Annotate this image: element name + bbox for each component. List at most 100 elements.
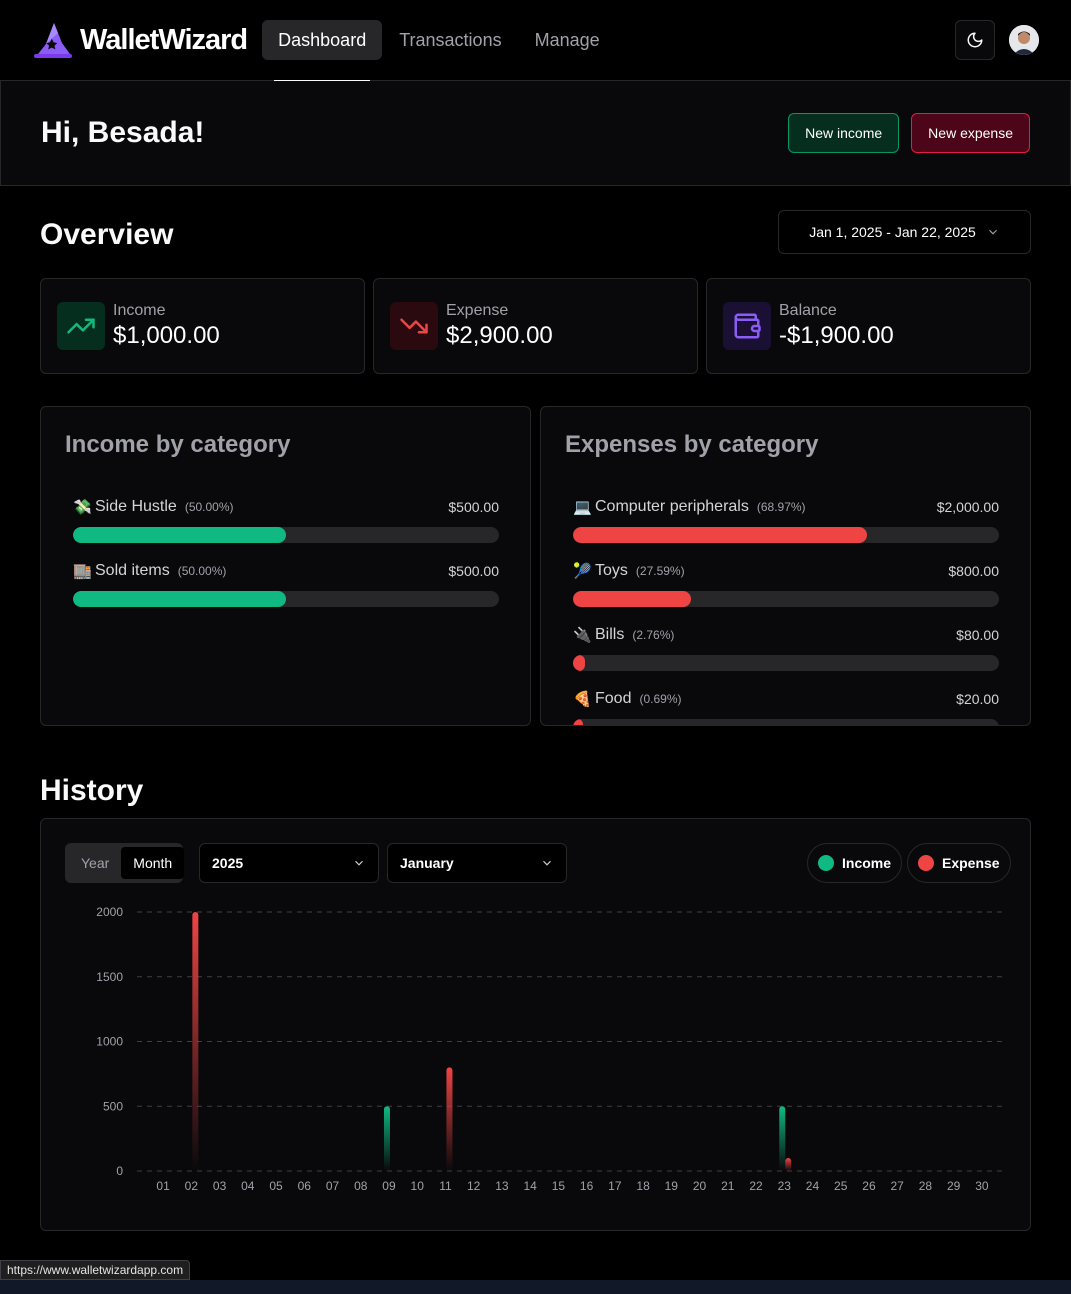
x-tick-label: 21 bbox=[721, 1179, 735, 1193]
x-tick-label: 05 bbox=[269, 1179, 283, 1193]
category-percent: (2.76%) bbox=[632, 628, 675, 642]
progress-bar bbox=[73, 591, 499, 607]
progress-bar bbox=[573, 655, 999, 671]
category-row: 🍕 Food (0.69%) $20.00 bbox=[573, 689, 999, 725]
x-tick-label: 19 bbox=[665, 1179, 679, 1193]
x-tick-label: 18 bbox=[636, 1179, 650, 1193]
category-name: Toys bbox=[595, 562, 628, 579]
category-amount: $80.00 bbox=[956, 627, 999, 643]
progress-fill bbox=[573, 527, 867, 543]
trending-up-icon bbox=[57, 302, 105, 350]
stat-label: Income bbox=[113, 302, 166, 319]
balance-stat-card: Balance -$1,900.00 bbox=[706, 278, 1031, 374]
income-by-category-card: Income by category 💸 Side Hustle (50.00%… bbox=[40, 406, 531, 726]
category-row: 🎾 Toys (27.59%) $800.00 bbox=[573, 561, 999, 607]
x-tick-label: 06 bbox=[298, 1179, 312, 1193]
nav-links: Dashboard Transactions Manage bbox=[262, 0, 617, 82]
legend-expense[interactable]: Expense bbox=[907, 843, 1011, 883]
nav-dashboard[interactable]: Dashboard bbox=[262, 20, 383, 60]
date-range-label: Jan 1, 2025 - Jan 22, 2025 bbox=[809, 224, 976, 240]
history-card: Year Month 2025 January Income Expense 0… bbox=[40, 818, 1031, 1231]
category-amount: $500.00 bbox=[448, 563, 499, 579]
x-tick-label: 13 bbox=[495, 1179, 509, 1193]
app-name: WalletWizard bbox=[80, 23, 248, 56]
trending-down-icon bbox=[390, 302, 438, 350]
nav-manage[interactable]: Manage bbox=[534, 29, 600, 50]
income-bar[interactable] bbox=[383, 1106, 390, 1171]
progress-fill bbox=[73, 591, 286, 607]
moon-icon bbox=[967, 32, 983, 48]
month-select[interactable]: January bbox=[387, 843, 567, 883]
category-name: Bills bbox=[595, 626, 625, 643]
expense-bar[interactable] bbox=[446, 1067, 453, 1171]
x-tick-label: 02 bbox=[185, 1179, 199, 1193]
category-percent: (27.59%) bbox=[635, 564, 685, 578]
year-select-value: 2025 bbox=[212, 855, 244, 871]
card-title: Income by category bbox=[65, 431, 291, 458]
category-amount: $800.00 bbox=[948, 563, 999, 579]
wizard-hat-icon bbox=[32, 19, 74, 61]
active-nav-indicator bbox=[274, 79, 371, 82]
category-amount: $2,000.00 bbox=[936, 499, 999, 515]
period-year-tab[interactable]: Year bbox=[81, 855, 110, 871]
category-row: 💸 Side Hustle (50.00%) $500.00 bbox=[73, 497, 499, 543]
x-tick-label: 23 bbox=[778, 1179, 792, 1193]
x-tick-label: 22 bbox=[749, 1179, 763, 1193]
bottom-strip bbox=[0, 1280, 1071, 1294]
app-logo[interactable]: WalletWizard bbox=[32, 19, 248, 61]
category-amount: $500.00 bbox=[448, 499, 499, 515]
x-tick-label: 20 bbox=[693, 1179, 707, 1193]
year-select[interactable]: 2025 bbox=[199, 843, 379, 883]
top-navbar: WalletWizard Dashboard Transactions Mana… bbox=[0, 0, 1071, 82]
progress-fill bbox=[573, 591, 691, 607]
category-emoji: 🔌 bbox=[573, 627, 592, 644]
new-expense-button[interactable]: New expense bbox=[911, 113, 1030, 153]
user-avatar[interactable] bbox=[1009, 25, 1039, 55]
legend-income[interactable]: Income bbox=[807, 843, 903, 883]
x-tick-label: 17 bbox=[608, 1179, 622, 1193]
x-tick-label: 28 bbox=[919, 1179, 933, 1193]
history-title: History bbox=[40, 774, 144, 807]
category-emoji: 💸 bbox=[73, 499, 92, 516]
category-row: 🏬 Sold items (50.00%) $500.00 bbox=[73, 561, 499, 607]
stat-label: Expense bbox=[446, 302, 509, 319]
nav-transactions[interactable]: Transactions bbox=[399, 29, 502, 50]
x-tick-label: 07 bbox=[326, 1179, 340, 1193]
category-amount: $20.00 bbox=[956, 691, 999, 707]
y-tick-label: 1500 bbox=[96, 970, 123, 984]
category-row: 🔌 Bills (2.76%) $80.00 bbox=[573, 625, 999, 671]
category-emoji: 💻 bbox=[573, 499, 592, 516]
category-emoji: 🍕 bbox=[573, 691, 592, 708]
chevron-down-icon bbox=[355, 860, 363, 866]
x-tick-label: 01 bbox=[156, 1179, 170, 1193]
expense-bar[interactable] bbox=[192, 912, 199, 1171]
x-tick-label: 30 bbox=[975, 1179, 989, 1193]
category-emoji: 🏬 bbox=[73, 563, 92, 580]
category-percent: (50.00%) bbox=[177, 564, 227, 578]
income-bar[interactable] bbox=[779, 1106, 786, 1171]
x-tick-label: 25 bbox=[834, 1179, 848, 1193]
progress-fill bbox=[73, 527, 286, 543]
expense-bar[interactable] bbox=[785, 1158, 792, 1171]
category-percent: (68.97%) bbox=[756, 500, 806, 514]
new-income-button[interactable]: New income bbox=[788, 113, 900, 153]
history-chart: 0 500 1000 1500 2000 01 02 03 04 05 06 07 08 09 10 11 12… bbox=[96, 905, 1002, 1193]
stat-value: -$1,900.00 bbox=[779, 322, 894, 349]
income-stat-card: Income $1,000.00 bbox=[40, 278, 365, 374]
progress-bar bbox=[573, 527, 999, 543]
x-tick-label: 09 bbox=[382, 1179, 396, 1193]
x-tick-label: 27 bbox=[891, 1179, 905, 1193]
legend-expense-label: Expense bbox=[942, 855, 1000, 871]
date-range-picker[interactable]: Jan 1, 2025 - Jan 22, 2025 bbox=[778, 210, 1031, 254]
stat-label: Balance bbox=[779, 302, 837, 319]
y-tick-label: 2000 bbox=[96, 905, 123, 919]
category-name: Side Hustle bbox=[95, 498, 177, 515]
period-month-tab[interactable]: Month bbox=[121, 847, 185, 879]
theme-toggle-button[interactable] bbox=[955, 20, 995, 60]
x-tick-label: 08 bbox=[354, 1179, 368, 1193]
greeting-bar: Hi, Besada! New income New expense bbox=[0, 81, 1071, 186]
month-select-value: January bbox=[400, 855, 454, 871]
progress-fill bbox=[573, 719, 584, 725]
x-tick-label: 15 bbox=[552, 1179, 566, 1193]
category-emoji: 🎾 bbox=[573, 563, 592, 580]
